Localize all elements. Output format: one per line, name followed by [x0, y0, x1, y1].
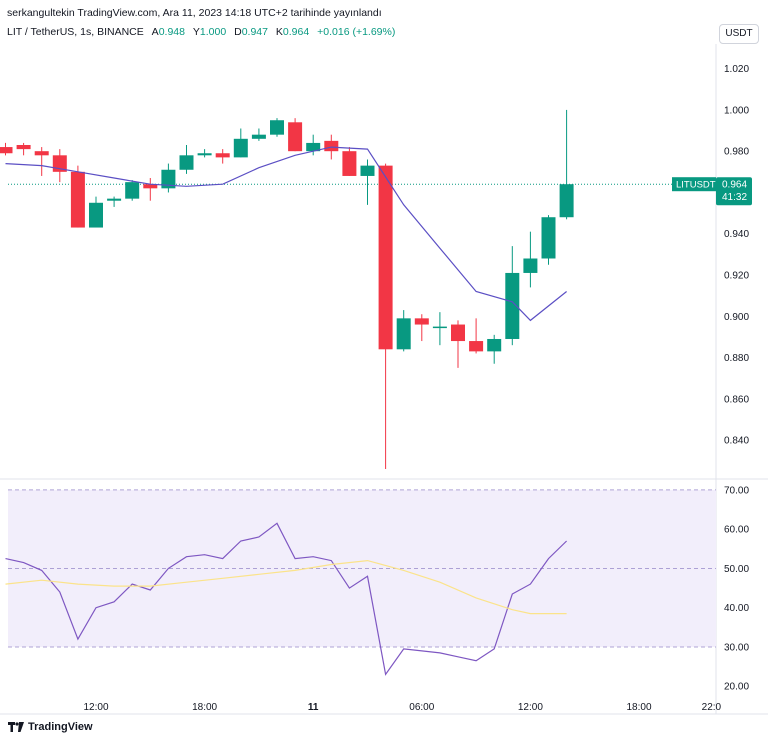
price-tick-label: 0.880: [724, 353, 749, 364]
rsi-tick-label: 70.00: [724, 485, 749, 496]
low-value: 0.947: [241, 26, 268, 38]
candle-body[interactable]: [70, 171, 85, 228]
price-tick-label: 0.860: [724, 394, 749, 405]
badge-price: 0.964: [722, 180, 747, 191]
candle-body[interactable]: [197, 153, 212, 156]
rsi-tick-label: 50.00: [724, 564, 749, 575]
publisher-header: serkangultekin TradingView.com, Ara 11, …: [7, 7, 382, 19]
candle-body[interactable]: [215, 153, 230, 158]
candle-body[interactable]: [125, 182, 140, 199]
rsi-ma-line: [5, 559, 567, 615]
rsi-pane[interactable]: [5, 489, 717, 676]
time-axis: 12:00 18:00 11 06:00 12:00 18:00 22:0: [83, 702, 721, 713]
time-tick-label: 12:00: [83, 702, 108, 713]
symbol-legend: LIT / TetherUS, 1s, BINANCE A0.948 Y1.00…: [7, 26, 395, 38]
candle-body[interactable]: [396, 318, 411, 350]
candle-body[interactable]: [16, 144, 31, 150]
price-pane[interactable]: [0, 109, 716, 469]
price-axis: 1.0201.0000.9800.9600.9400.9200.9000.880…: [724, 64, 749, 446]
price-tick-label: 0.980: [724, 147, 749, 158]
candle-body[interactable]: [179, 155, 194, 170]
price-tick-label: 0.840: [724, 436, 749, 447]
rsi-axis: 70.00 60.00 50.00 40.00 30.00 20.00: [724, 485, 749, 692]
candle-body[interactable]: [360, 165, 375, 176]
rsi-line: [5, 522, 568, 676]
candle-body[interactable]: [306, 142, 321, 152]
candle-body[interactable]: [469, 341, 484, 352]
close-value: 0.964: [282, 26, 310, 38]
candle-body[interactable]: [288, 122, 303, 152]
open-value: 0.948: [158, 26, 185, 38]
candle-body[interactable]: [541, 217, 556, 259]
candle-body[interactable]: [143, 184, 158, 189]
time-tick-label: 06:00: [409, 702, 434, 713]
time-tick-label: 12:00: [518, 702, 543, 713]
badge-price-bg: [716, 177, 752, 206]
candle-body[interactable]: [451, 324, 465, 342]
candle-body[interactable]: [378, 165, 393, 350]
candle-body[interactable]: [559, 184, 574, 218]
badge-symbol-bg: [672, 177, 716, 192]
rsi-tick-label: 60.00: [724, 525, 749, 536]
badge-symbol: LITUSDT: [676, 180, 716, 191]
price-tick-label: 1.020: [724, 64, 749, 75]
price-tick-label: 0.900: [724, 312, 749, 323]
tradingview-logo-icon: [8, 722, 24, 732]
moving-average-line: [5, 146, 567, 322]
rsi-tick-label: 40.00: [724, 603, 749, 614]
high-value: 1.000: [199, 26, 227, 38]
symbol-name[interactable]: LIT / TetherUS, 1s, BINANCE: [7, 26, 144, 38]
candle-body[interactable]: [233, 138, 248, 158]
candle-body[interactable]: [505, 272, 520, 339]
price-tick-label: 0.940: [724, 229, 749, 240]
price-tick-label: 0.920: [724, 271, 749, 282]
rsi-tick-label: 20.00: [724, 682, 749, 693]
candle-body[interactable]: [107, 198, 122, 201]
currency-button[interactable]: USDT: [719, 24, 759, 44]
candle-body[interactable]: [270, 120, 284, 135]
time-tick-label: 18:00: [192, 702, 217, 713]
high-label: Y: [192, 26, 200, 38]
candle-body[interactable]: [0, 147, 13, 154]
candle-body[interactable]: [251, 134, 266, 139]
rsi-tick-label: 30.00: [724, 642, 749, 653]
candle-body[interactable]: [342, 151, 357, 176]
candle-body[interactable]: [324, 140, 339, 152]
candle-body[interactable]: [487, 338, 502, 352]
time-tick-label: 18:00: [626, 702, 651, 713]
time-tick-label: 11: [308, 702, 319, 713]
tradingview-brand: TradingView: [28, 721, 93, 733]
low-label: D: [234, 26, 242, 38]
candle-body[interactable]: [523, 258, 538, 273]
tradingview-logo: TradingView: [8, 721, 93, 733]
open-label: A: [151, 26, 159, 38]
candle-body[interactable]: [432, 326, 447, 329]
close-label: K: [275, 26, 283, 38]
candle-body[interactable]: [34, 151, 49, 156]
candle-body[interactable]: [89, 202, 103, 228]
price-tick-label: 1.000: [724, 105, 749, 116]
candle-body[interactable]: [161, 169, 176, 189]
badge-countdown: 41:32: [722, 192, 747, 203]
candle-body[interactable]: [414, 318, 429, 325]
change-value: +0.016 (+1.69%): [317, 26, 396, 38]
time-tick-label: 22:0: [702, 702, 722, 713]
